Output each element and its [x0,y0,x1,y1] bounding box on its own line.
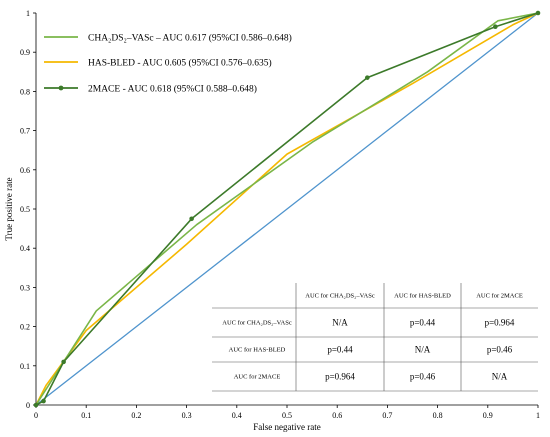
x-tick-label: 0.4 [232,411,242,420]
table-cell: N/A [415,345,431,355]
y-tick-label: 0.9 [20,48,30,57]
y-tick-label: 0.2 [20,323,30,332]
y-tick-label: 0.4 [20,244,30,253]
table-cell: p=0.964 [485,318,515,328]
series-layer [33,10,541,408]
table-cell: p=0.44 [327,345,353,355]
table-column-header: AUC for HAS-BLED [394,293,451,300]
table-row-header: AUC for HAS-BLED [229,347,286,354]
reference-line [35,12,539,406]
table-cell: p=0.964 [325,372,355,382]
y-tick-label: 0.8 [20,87,30,96]
series-point [493,24,498,30]
y-tick-label: 0.1 [20,362,30,371]
legend: CHA₂DS₂–VASc – AUC 0.617 (95%CI 0.586–0.… [44,33,292,95]
x-tick-label: 0.6 [332,411,342,420]
x-tick-label: 0.3 [182,411,192,420]
legend-marker [58,85,64,91]
table-column-header: AUC for 2MACE [476,293,523,300]
table-cell: p=0.46 [410,372,436,382]
x-tick-label: 1 [536,411,540,420]
series-line-1 [35,12,539,406]
series-point [365,75,370,80]
legend-label: CHA₂DS₂–VASc – AUC 0.617 (95%CI 0.586–0.… [88,33,292,44]
x-axis-label: False negative rate [253,422,320,432]
table-row-header: AUC for 2MACE [234,374,281,381]
series-point [189,216,194,222]
y-axis-label: True positive rate [4,177,14,240]
pvalue-table: AUC for CHA₂DS₂–VASc AUC for HAS-BLED AUC … [212,283,538,392]
x-tick-label: 0.7 [382,411,392,420]
table-column-header: AUC for CHA₂DS₂–VASc [305,293,375,300]
y-tick-label: 0.7 [20,127,30,136]
series-point [61,359,66,365]
y-tick-label: 0 [26,401,30,410]
table-cell: N/A [492,372,508,382]
legend-label: HAS-BLED - AUC 0.605 (95%CI 0.576–0.635) [88,58,272,69]
legend-label: 2MACE - AUC 0.618 (95%CI 0.588–0.648) [88,84,257,95]
x-tick-label: 0.1 [81,411,91,420]
table-cell: N/A [332,318,348,328]
series-point [33,402,39,408]
x-tick-label: 0.9 [483,411,493,420]
table-cell: p=0.44 [410,318,436,328]
x-tick-label: 0.2 [131,411,141,420]
series-line-0 [35,12,539,406]
y-tick-label: 0.3 [20,283,30,292]
axes: 0 0.1 0.2 0.3 0.4 0.5 0.6 0.7 0.8 0.9 1 0 0.1 0.2 0.3 0… [4,9,540,432]
series-point [41,398,46,404]
x-tick-label: 0.8 [433,411,443,420]
y-tick-label: 0.5 [20,205,30,214]
table-row-header: AUC for CHA₂DS₂–VASc [222,320,292,327]
x-tick-label: 0 [34,411,38,420]
y-tick-label: 1 [26,9,30,18]
y-tick-label: 0.6 [20,166,30,175]
x-tick-label: 0.5 [282,411,292,420]
table-cell: p=0.46 [487,345,513,355]
series-point [535,10,541,16]
